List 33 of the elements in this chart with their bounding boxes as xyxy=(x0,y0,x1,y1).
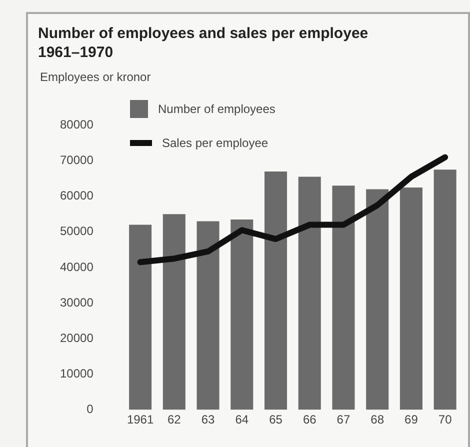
bar xyxy=(332,186,355,410)
x-tick-label: 68 xyxy=(370,412,384,426)
y-tick-label: 10000 xyxy=(60,366,94,381)
y-tick-label: 40000 xyxy=(60,260,94,274)
bar xyxy=(366,189,389,410)
y-tick-label: 20000 xyxy=(60,330,94,345)
bar xyxy=(298,176,321,410)
x-tick-label: 66 xyxy=(302,412,317,426)
y-tick-label: 30000 xyxy=(60,295,94,310)
bar xyxy=(162,214,186,410)
y-tick-label: 60000 xyxy=(60,188,94,203)
bar xyxy=(129,224,152,410)
bar xyxy=(434,170,456,410)
legend-label: Number of employees xyxy=(158,102,276,116)
x-tick-label: 1961 xyxy=(126,412,154,426)
legend-label: Sales per employee xyxy=(162,136,268,150)
y-tick-label: 70000 xyxy=(60,153,94,168)
y-axis-title: Employees or kronor xyxy=(40,70,151,84)
x-tick-label: 62 xyxy=(167,412,182,426)
y-tick-label: 50000 xyxy=(60,224,94,238)
x-tick-label: 65 xyxy=(269,412,283,426)
bar xyxy=(196,221,220,410)
x-tick-label: 63 xyxy=(201,412,216,426)
x-tick-label: 70 xyxy=(438,412,452,426)
bar xyxy=(230,219,254,410)
x-tick-label: 67 xyxy=(336,412,350,426)
bar xyxy=(400,187,422,410)
bar xyxy=(264,171,288,410)
chart-title: Number of employees and sales per employee 1961–1970 xyxy=(38,24,368,62)
x-tick-label: 69 xyxy=(404,412,418,426)
y-tick-label: 80000 xyxy=(60,118,94,132)
x-tick-label: 64 xyxy=(235,412,249,426)
y-tick-label: 0 xyxy=(86,402,94,416)
